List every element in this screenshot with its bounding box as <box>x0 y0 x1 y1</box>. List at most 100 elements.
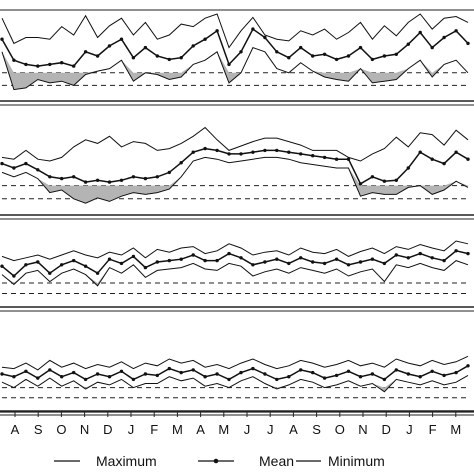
panel-3-mean-point <box>119 261 124 266</box>
panel-4-mean-point <box>442 373 446 378</box>
panel-2-mean-point <box>382 179 387 183</box>
panel-1-mean-point <box>430 45 434 50</box>
panel-4-mean-point <box>83 377 88 382</box>
panel-3-mean-point <box>167 258 171 263</box>
panel-4-mean-point <box>322 376 327 380</box>
panel-3-mean-point <box>12 274 16 278</box>
panel-2-mean-point <box>358 182 363 186</box>
panel-1-mean-point <box>346 54 351 58</box>
panel-3-mean-point <box>143 265 148 270</box>
panel-3-mean-point <box>334 257 339 261</box>
panel-1-mean-point <box>119 37 124 41</box>
panel-2-mean-point <box>179 161 183 165</box>
panel-2-mean-point <box>442 161 446 166</box>
x-tick-label: N <box>80 422 89 437</box>
panel-4-mean-point <box>370 372 375 376</box>
panel-2-mean-point <box>430 157 434 161</box>
panel-4-mean-point <box>0 372 4 376</box>
panel-3-mean-point <box>83 264 88 268</box>
panel-1-mean-point <box>394 52 398 56</box>
panel-4-mean-point <box>251 366 255 371</box>
panel-1-mean-point <box>454 29 458 33</box>
panel-2-mean-point <box>83 180 88 184</box>
panel-3-mean-point <box>227 251 231 256</box>
legend-mean-label: Mean <box>259 453 294 469</box>
panel-3-mean-point <box>191 253 195 257</box>
x-tick-label: F <box>429 422 437 437</box>
panel-4-mean-point <box>227 377 231 382</box>
panel-2-mean-point <box>167 170 171 175</box>
panel-2-mean-point <box>299 152 303 156</box>
panel-3-mean-point <box>454 249 458 253</box>
panel-4-mean-point <box>382 377 387 382</box>
panel-3-mean-point <box>311 260 315 264</box>
panel-2-mean-point <box>334 157 339 161</box>
panel-2-mean-point <box>263 148 267 153</box>
panel-3-mean-point <box>251 263 255 267</box>
panel-1-mean-point <box>72 64 76 68</box>
panel-1-mean-line <box>1 27 469 67</box>
panel-4-mean-point <box>215 372 219 376</box>
panel-3 <box>0 240 474 312</box>
panel-4-mean-point <box>72 370 76 375</box>
panel-3-mean-point <box>155 260 159 264</box>
panel-1-mean-point <box>83 50 88 54</box>
panel-2-mean-point <box>311 154 315 158</box>
panel-1-mean-point <box>167 57 171 62</box>
x-tick-label: A <box>289 422 298 437</box>
panel-3-mean-line <box>1 249 469 277</box>
panel-4-mean-point <box>12 375 16 379</box>
panel-2-mean-point <box>95 178 100 182</box>
panel-3-mean-point <box>358 260 363 264</box>
panel-1-mean-point <box>215 29 219 33</box>
panel-1-mean-point <box>239 50 243 54</box>
panel-4-mean-point <box>48 368 52 372</box>
legend-max-label: Maximum <box>96 453 157 469</box>
panel-2-mean-point <box>239 152 243 156</box>
panels <box>0 9 474 416</box>
panel-2-mean-point <box>454 150 458 154</box>
panel-4-mean-point <box>191 368 195 372</box>
x-tick-label: D <box>103 422 112 437</box>
panel-2-mean-line <box>1 147 469 185</box>
panel-2-mean-point <box>227 152 231 156</box>
panel-4-min-line <box>1 374 469 393</box>
panel-4-mean-point <box>454 370 458 375</box>
panel-1-mean-point <box>107 44 112 48</box>
panel-1-mean-point <box>203 37 207 41</box>
panel-4-mean-point <box>155 373 159 378</box>
panel-4 <box>0 355 474 416</box>
panel-4-mean-point <box>334 373 339 378</box>
legend-mean-marker <box>213 458 219 464</box>
panel-3-mean-point <box>203 258 207 263</box>
panel-4-mean-point <box>119 369 124 373</box>
panel-4-mean-point <box>275 377 279 382</box>
panel-2-mean-point <box>48 175 52 179</box>
x-tick-label: S <box>312 422 321 437</box>
panel-4-mean-point <box>346 369 351 373</box>
panel-3-min-line <box>1 260 469 287</box>
panel-2-mean-point <box>418 150 422 154</box>
panel-2-mean-point <box>346 157 351 161</box>
panel-3-mean-point <box>299 256 303 260</box>
x-tick-label: O <box>335 422 345 437</box>
panel-4-mean-point <box>466 364 470 368</box>
x-tick-label: J <box>406 422 413 437</box>
panel-4-mean-point <box>131 377 136 382</box>
panel-2-mean-point <box>406 166 410 170</box>
panel-2-mean-point <box>72 175 76 179</box>
panel-1-mean-point <box>36 64 40 68</box>
panel-1-mean-point <box>227 62 231 67</box>
panel-2-mean-point <box>155 175 159 179</box>
x-tick-label: S <box>34 422 43 437</box>
panel-1-mean-point <box>179 56 183 60</box>
x-tick-label: A <box>196 422 205 437</box>
x-tick-label: J <box>128 422 135 437</box>
panel-3-mean-point <box>322 261 327 266</box>
panel-2-min-line <box>1 156 469 204</box>
x-tick-label: M <box>218 422 229 437</box>
panel-4-mean-point <box>263 372 267 376</box>
panel-3-max-line <box>1 240 469 262</box>
